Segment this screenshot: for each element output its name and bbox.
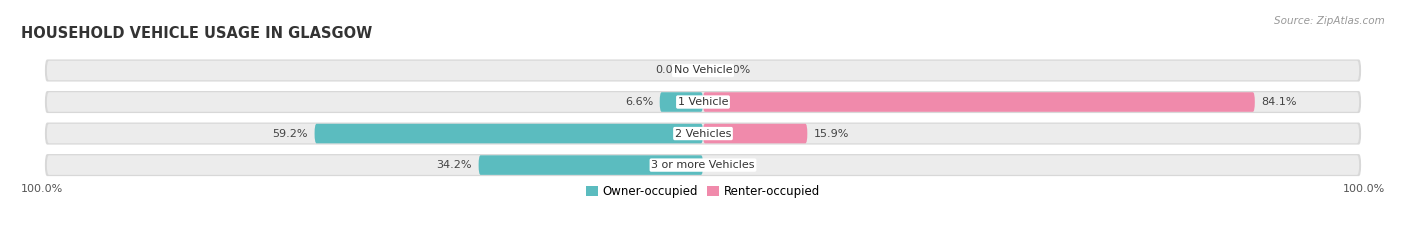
Text: 6.6%: 6.6% [624, 97, 654, 107]
FancyBboxPatch shape [46, 124, 1360, 143]
Text: 0.0%: 0.0% [723, 160, 751, 170]
FancyBboxPatch shape [45, 59, 1361, 81]
FancyBboxPatch shape [45, 91, 1361, 113]
Text: 100.0%: 100.0% [21, 184, 63, 194]
Text: HOUSEHOLD VEHICLE USAGE IN GLASGOW: HOUSEHOLD VEHICLE USAGE IN GLASGOW [21, 26, 371, 41]
FancyBboxPatch shape [478, 155, 703, 175]
Text: 1 Vehicle: 1 Vehicle [678, 97, 728, 107]
FancyBboxPatch shape [46, 61, 1360, 80]
Legend: Owner-occupied, Renter-occupied: Owner-occupied, Renter-occupied [586, 185, 820, 198]
Text: 2 Vehicles: 2 Vehicles [675, 128, 731, 139]
FancyBboxPatch shape [45, 154, 1361, 176]
FancyBboxPatch shape [315, 124, 703, 143]
Text: 0.0%: 0.0% [723, 66, 751, 76]
Text: 3 or more Vehicles: 3 or more Vehicles [651, 160, 755, 170]
FancyBboxPatch shape [46, 155, 1360, 175]
Text: Source: ZipAtlas.com: Source: ZipAtlas.com [1274, 16, 1385, 26]
FancyBboxPatch shape [703, 92, 1254, 112]
Text: 84.1%: 84.1% [1261, 97, 1296, 107]
Text: 0.0%: 0.0% [655, 66, 683, 76]
FancyBboxPatch shape [659, 92, 703, 112]
FancyBboxPatch shape [45, 123, 1361, 145]
Text: 15.9%: 15.9% [814, 128, 849, 139]
FancyBboxPatch shape [703, 124, 807, 143]
Text: No Vehicle: No Vehicle [673, 66, 733, 76]
Text: 59.2%: 59.2% [273, 128, 308, 139]
Text: 34.2%: 34.2% [436, 160, 472, 170]
Text: 100.0%: 100.0% [1343, 184, 1385, 194]
FancyBboxPatch shape [46, 92, 1360, 112]
